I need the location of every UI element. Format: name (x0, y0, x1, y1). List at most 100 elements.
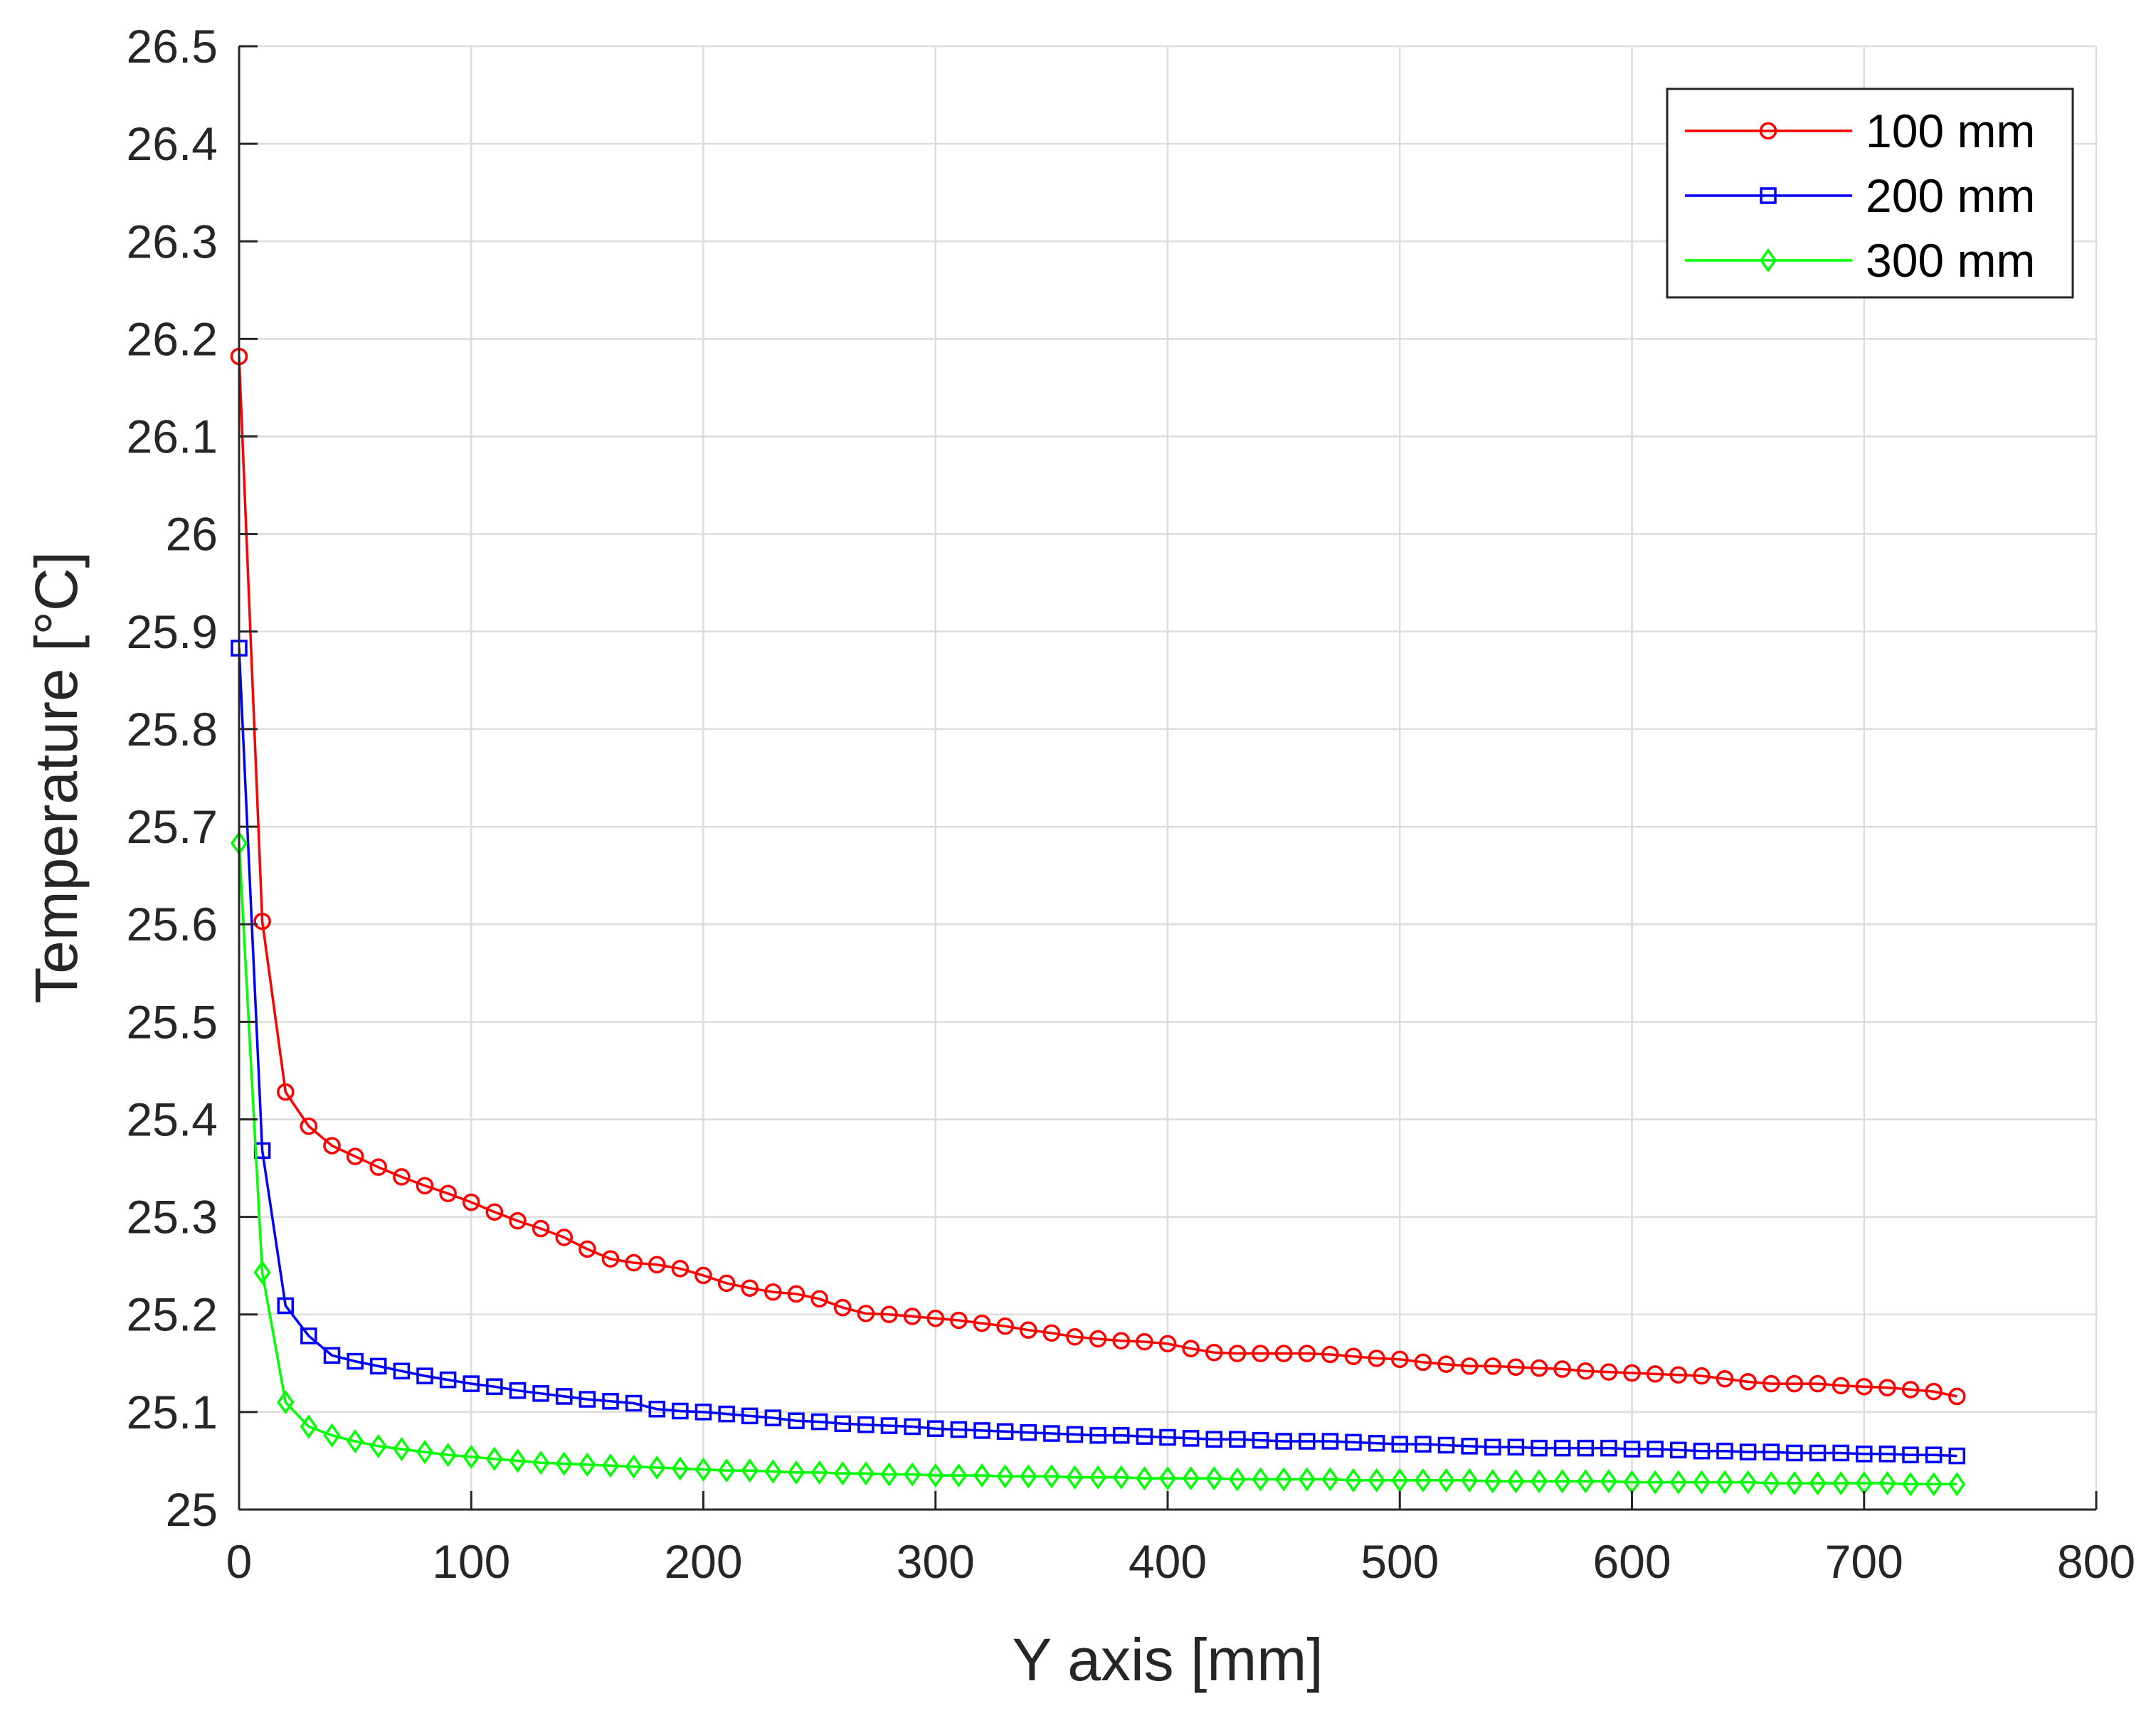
x-tick-label-5: 500 (1360, 1535, 1439, 1588)
data-point-s1-6 (370, 1357, 387, 1375)
data-point-s1-49 (1368, 1434, 1385, 1452)
y-tick-label-7: 25.7 (127, 800, 218, 853)
data-point-s1-35 (1043, 1425, 1060, 1442)
data-point-s0-20 (694, 1266, 712, 1285)
data-point-s2-59 (1600, 1469, 1618, 1494)
x-tick-label-7: 700 (1825, 1535, 1903, 1588)
y-tick-label-5: 25.5 (127, 995, 218, 1048)
data-point-s0-29 (903, 1308, 921, 1325)
data-point-s0-34 (1020, 1321, 1037, 1339)
data-point-s0-69 (1832, 1377, 1850, 1395)
data-point-s0-3 (300, 1117, 318, 1135)
data-point-s0-4 (323, 1137, 341, 1155)
data-point-s1-10 (463, 1375, 480, 1392)
y-tick-label-15: 26.5 (127, 20, 218, 73)
data-point-s2-14 (555, 1451, 573, 1476)
data-point-s2-56 (1530, 1469, 1548, 1494)
data-point-s1-4 (323, 1347, 341, 1364)
series-100-mm (230, 347, 1966, 1406)
legend-marker-2 (1759, 248, 1777, 273)
data-point-s1-71 (1878, 1446, 1896, 1463)
data-point-s0-61 (1646, 1365, 1664, 1383)
data-point-s2-50 (1391, 1468, 1409, 1492)
data-point-s1-23 (764, 1409, 782, 1426)
data-point-s1-47 (1321, 1433, 1339, 1450)
data-point-s0-33 (996, 1317, 1014, 1335)
y-tick-label-6: 25.6 (127, 898, 218, 950)
y-tick-label-8: 25.8 (127, 703, 218, 755)
data-point-s0-2 (277, 1083, 295, 1101)
data-point-s1-7 (393, 1362, 411, 1380)
data-point-s1-14 (556, 1388, 573, 1405)
data-point-s2-53 (1460, 1468, 1479, 1492)
y-tick-label-3: 25.3 (127, 1191, 218, 1244)
y-tick-labels: 25 25.1 25.2 25.3 25.4 25.5 25.6 25.7 25.8 25.9 26… (127, 20, 218, 1536)
data-point-s0-46 (1298, 1345, 1316, 1362)
data-point-s0-49 (1368, 1350, 1385, 1367)
data-point-s1-54 (1484, 1438, 1501, 1455)
data-point-s1-31 (950, 1421, 968, 1438)
data-point-s2-4 (323, 1423, 341, 1448)
data-point-s2-1 (253, 1260, 271, 1285)
data-point-s2-71 (1878, 1470, 1896, 1495)
data-point-s0-74 (1948, 1387, 1966, 1406)
data-point-s2-8 (416, 1440, 434, 1465)
data-point-s0-6 (369, 1158, 387, 1176)
data-point-s1-45 (1275, 1433, 1292, 1450)
data-point-s2-73 (1925, 1472, 1943, 1497)
data-point-s0-28 (880, 1305, 898, 1323)
data-point-s2-36 (1066, 1465, 1084, 1490)
data-point-s1-21 (718, 1405, 735, 1423)
data-point-s1-43 (1229, 1431, 1246, 1448)
data-point-s1-61 (1647, 1441, 1664, 1458)
data-point-s2-45 (1274, 1467, 1293, 1492)
data-point-s0-71 (1878, 1379, 1896, 1396)
data-point-s0-27 (857, 1305, 875, 1322)
data-point-s1-65 (1739, 1443, 1757, 1460)
data-point-s2-2 (277, 1390, 295, 1415)
data-point-s2-10 (463, 1444, 480, 1469)
data-point-s2-16 (601, 1453, 620, 1478)
data-point-s1-27 (857, 1416, 874, 1433)
legend: 100 mm 200 mm 300 mm (1666, 88, 2074, 299)
data-point-s2-35 (1042, 1464, 1061, 1489)
y-tick-label-9: 25.9 (127, 605, 218, 658)
data-point-s1-50 (1391, 1436, 1408, 1453)
data-point-s0-13 (532, 1219, 550, 1238)
data-point-s1-51 (1415, 1436, 1432, 1453)
data-point-s0-39 (1136, 1332, 1153, 1351)
data-point-s0-55 (1507, 1358, 1525, 1377)
data-point-s1-32 (973, 1422, 990, 1439)
data-point-s2-67 (1785, 1470, 1804, 1495)
data-point-s2-54 (1484, 1469, 1501, 1494)
data-point-s2-63 (1693, 1470, 1711, 1495)
legend-label-2: 300 mm (1866, 234, 2035, 287)
y-tick-label-12: 26.2 (127, 312, 218, 365)
x-tick-label-8: 800 (2057, 1535, 2135, 1588)
data-point-s1-19 (672, 1402, 689, 1420)
data-point-s2-61 (1646, 1470, 1664, 1495)
data-point-s1-64 (1716, 1442, 1733, 1460)
data-point-s0-32 (973, 1314, 991, 1332)
data-point-s1-55 (1507, 1438, 1525, 1455)
legend-box (1666, 88, 2074, 299)
data-point-s2-44 (1252, 1467, 1269, 1492)
data-point-s1-8 (416, 1367, 433, 1384)
data-point-s0-21 (717, 1274, 736, 1293)
data-point-s1-29 (904, 1418, 921, 1436)
data-point-s0-19 (671, 1260, 689, 1278)
data-point-s2-3 (300, 1414, 318, 1439)
data-point-s2-57 (1553, 1469, 1571, 1494)
data-point-s1-60 (1623, 1441, 1641, 1458)
data-point-s2-43 (1228, 1467, 1247, 1492)
data-point-s2-21 (717, 1458, 736, 1483)
data-point-s2-66 (1763, 1470, 1780, 1495)
y-tick-label-14: 26.4 (127, 117, 218, 170)
data-point-s1-2 (277, 1297, 294, 1315)
data-point-s1-52 (1437, 1436, 1455, 1454)
data-point-s1-30 (927, 1420, 944, 1437)
data-point-s1-15 (578, 1391, 596, 1408)
data-point-s1-9 (439, 1371, 457, 1389)
x-tick-labels: 0 100 200 300 400 500 600 700 800 (226, 1535, 2135, 1588)
